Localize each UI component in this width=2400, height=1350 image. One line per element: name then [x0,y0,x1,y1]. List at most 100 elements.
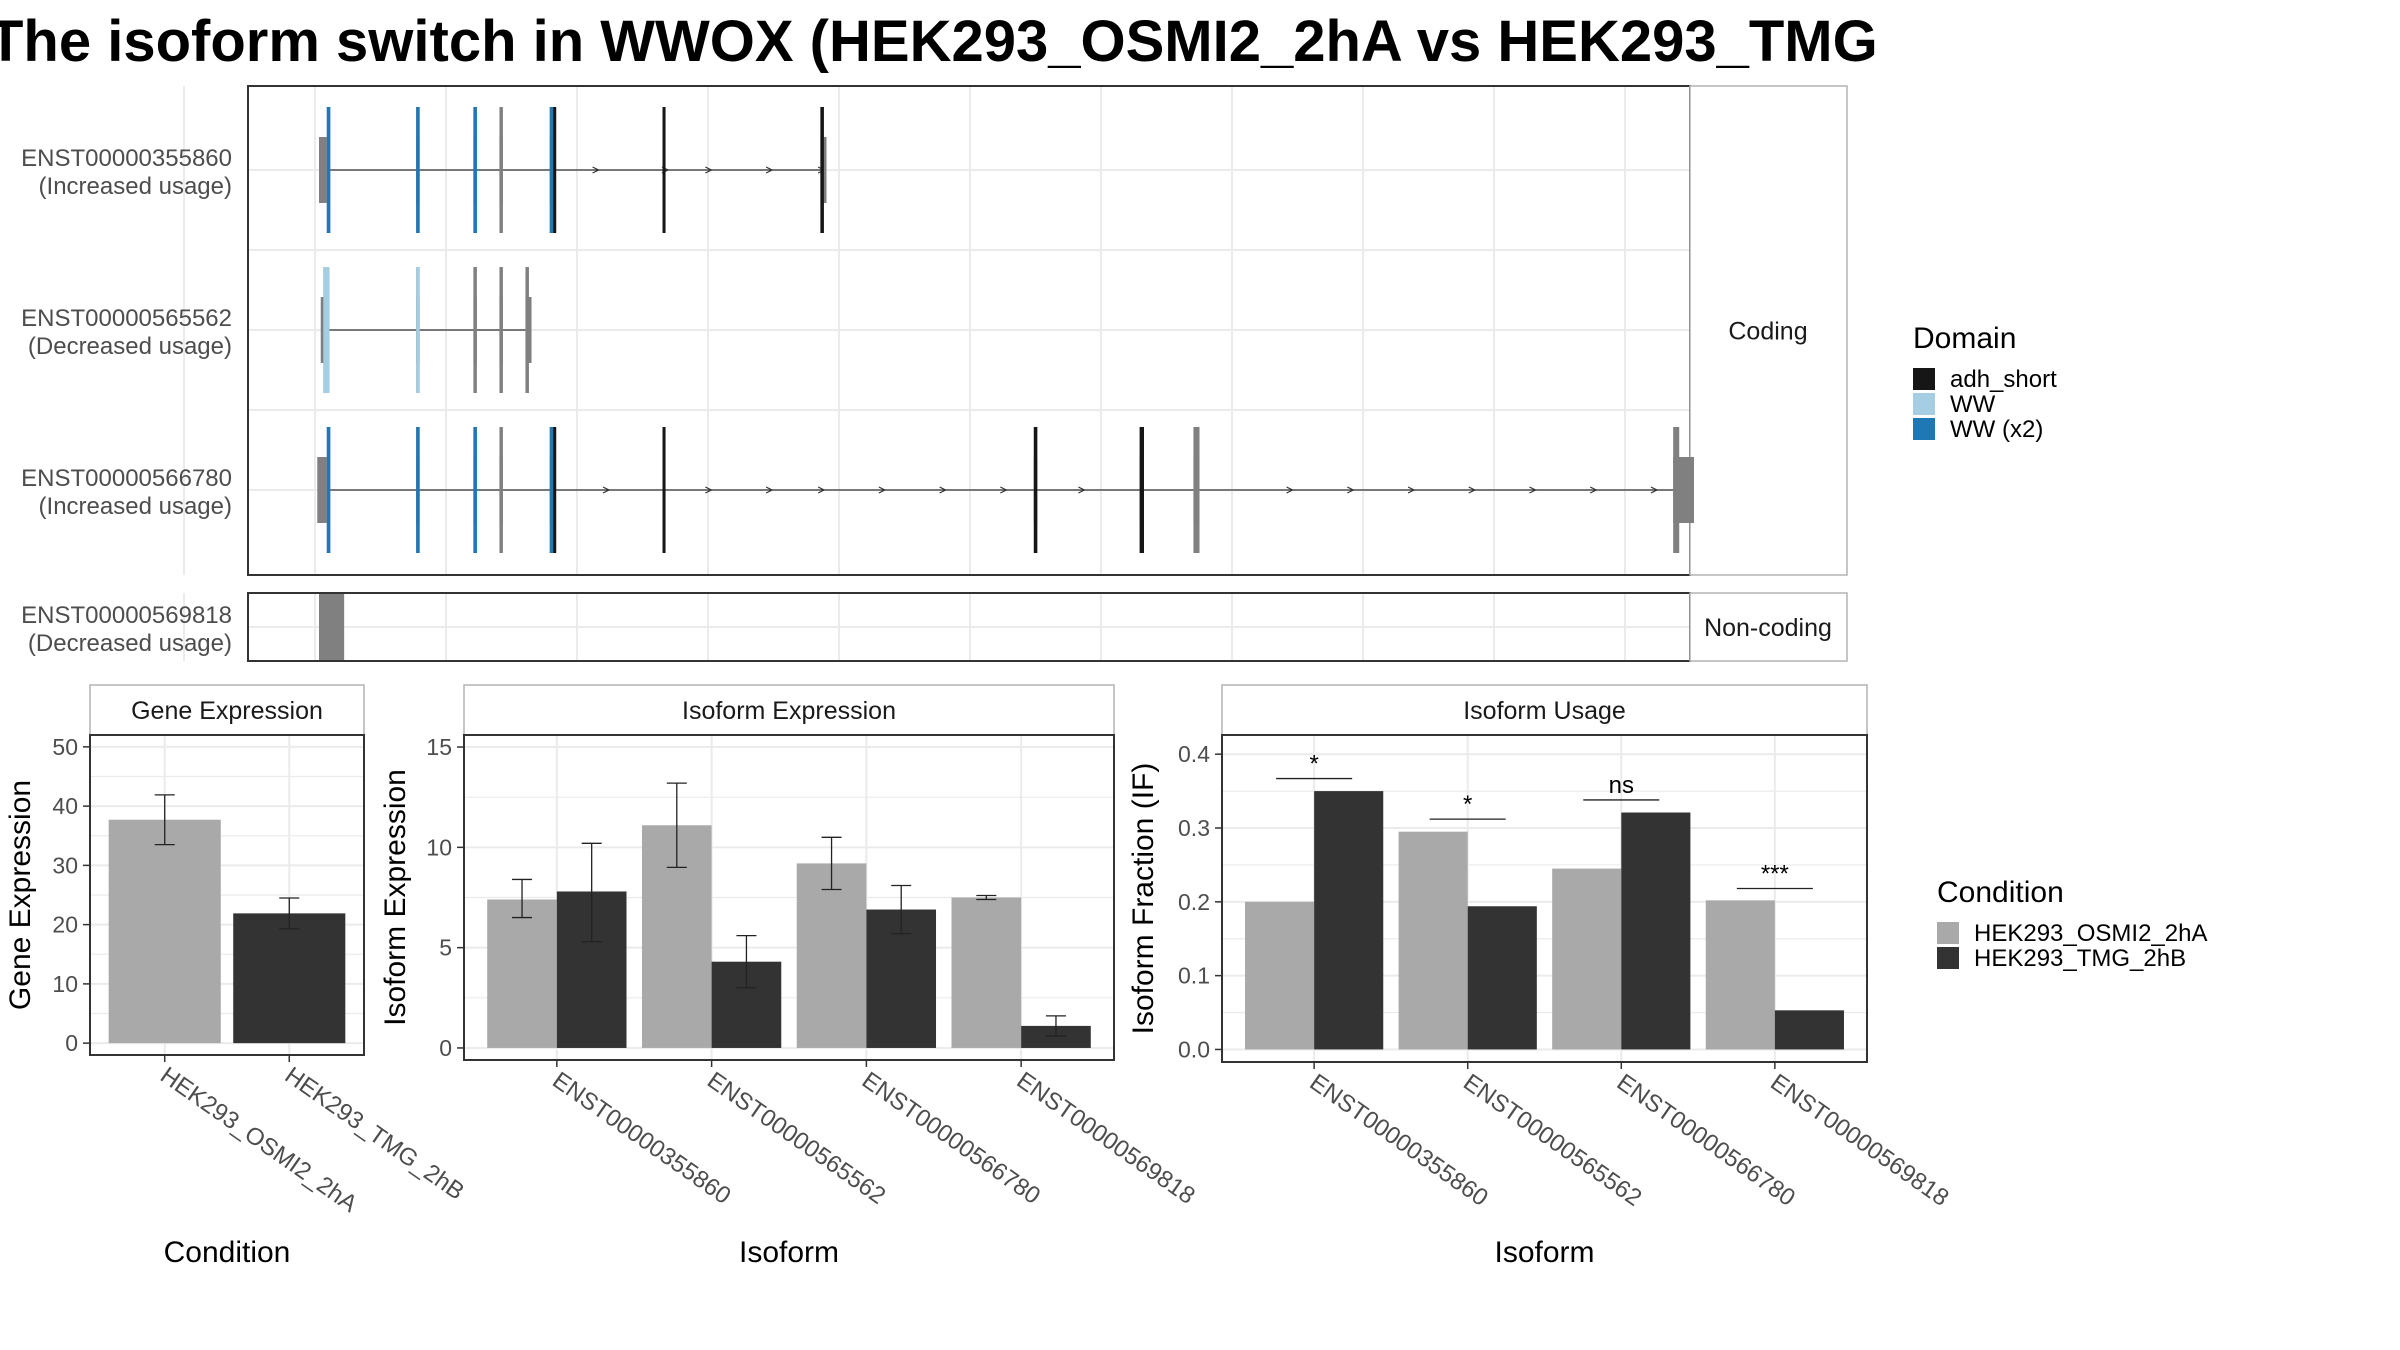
strand-arrow [1000,486,1008,494]
strand-arrow [1468,486,1477,494]
y-tick-label: 0.1 [1178,963,1210,989]
isoform-ENST00000569818: ENST00000569818(Decreased usage) [21,594,345,660]
panel-border [463,734,1115,1061]
domain-ww-x2 [549,107,554,233]
legend-key-ww-x2 [1913,418,1935,440]
domain-ww-x2 [326,107,331,233]
domain-adh-short [553,427,557,553]
exon-cds [499,267,503,393]
panel-strip-label: Coding [1728,318,1807,346]
panel-strip [1689,85,1848,576]
panel-strip [1221,684,1868,736]
legend-label: HEK293_OSMI2_2hA [1974,920,2207,947]
legend-key-condition [1937,922,1959,944]
domain-ww-x2 [416,107,420,233]
domain-ww-x2 [326,427,331,553]
domain-adh-short [662,427,666,553]
exon-cds [499,107,503,233]
domain-ww-x2 [416,427,420,553]
panel-strip-label: Isoform Usage [1463,697,1626,725]
bar [1774,1010,1844,1050]
bar [108,819,221,1044]
exon-cds [525,267,529,393]
panel-strip [1689,592,1848,662]
strand-arrow [1650,486,1659,494]
legend-label: adh_short [1950,366,2057,393]
bar [1705,900,1775,1050]
isoform-usage-label: (Decreased usage) [28,333,232,360]
y-tick-label: 40 [52,793,78,819]
strand-arrow [1407,486,1416,494]
exon-cds [473,267,477,393]
legend-key-ww [1913,393,1935,415]
domain-adh-short [662,107,666,233]
y-tick-label: 0.4 [1178,741,1210,767]
panel-strip-label: Non-coding [1704,614,1832,642]
isoform-usage-label: (Decreased usage) [28,630,232,657]
y-tick-label: 10 [426,834,452,860]
bar [951,897,1022,1048]
exon-utr [317,457,327,523]
strand-arrow [765,486,774,494]
domain-adh-short [820,107,824,233]
isoform-ENST00000566780: ENST00000566780(Increased usage) [21,427,1694,553]
domain-ww-x2 [549,427,554,553]
domain-ww-x2 [473,427,477,553]
strand-arrow [765,166,774,174]
strand-arrow [705,486,713,494]
strand-arrow [1078,486,1086,494]
domain-ww [323,267,330,393]
strand-arrow [878,486,887,494]
isoform-id-label: ENST00000565562 [21,305,232,332]
significance-label: ns [1609,772,1634,799]
strand-arrow [1589,486,1598,494]
bar [1552,868,1622,1050]
panel-border [1221,734,1868,1063]
strand-arrow [602,486,611,494]
y-tick-label: 30 [52,852,78,878]
isoform-ENST00000355860: ENST00000355860(Increased usage) [21,107,827,233]
exon-utr [319,137,327,203]
y-tick-label: 0 [65,1030,78,1056]
exon-cds [499,427,503,553]
exon-utr [319,594,345,660]
y-tick-label: 50 [52,734,78,760]
title-area: The isoform switch in WWOX (HEK293_OSMI2… [0,0,1875,80]
isoform-ENST00000565562: ENST00000565562(Decreased usage) [21,267,532,393]
bar [233,913,346,1044]
domain-adh-short [1033,427,1038,553]
strand-arrow [1286,486,1294,494]
bar [1021,1025,1091,1048]
isoform-id-label: ENST00000355860 [21,145,232,172]
condition-legend-title: Condition [1937,876,2064,909]
page-title: The isoform switch in WWOX (HEK293_OSMI2… [0,9,1875,74]
y-axis-title: Isoform Expression [379,769,412,1026]
strand-arrow [705,166,713,174]
isoform-id-label: ENST00000566780 [21,465,232,492]
strand-arrow [1529,486,1537,494]
panel-strip-label: Isoform Expression [682,697,896,725]
bar [1314,791,1384,1050]
y-axis-title: Isoform Fraction (IF) [1127,763,1160,1035]
legend-label: WW [1950,391,1996,418]
legend-key-condition [1937,947,1959,969]
y-tick-label: 0.0 [1178,1036,1210,1062]
strand-arrow [939,486,947,494]
strand-arrow [1347,486,1355,494]
y-tick-label: 0 [439,1035,452,1061]
panel-isoform-usage: Isoform Usage**ns***0.00.10.20.30.4ENST0… [1127,684,1954,1269]
panel-isoform-expression: Isoform Expression051015ENST00000355860E… [379,684,1200,1269]
exon-cds [1673,427,1680,553]
y-tick-label: 0.3 [1178,815,1210,841]
exon-cds [1193,427,1200,553]
bar [1621,812,1691,1050]
isoform-usage-label: (Increased usage) [39,493,232,520]
y-tick-label: 0.2 [1178,889,1210,915]
isoform-usage-label: (Increased usage) [39,173,232,200]
x-axis-title: Isoform [739,1236,839,1269]
bar [1467,906,1537,1050]
domain-adh-short [1139,427,1144,553]
bar [1245,901,1315,1050]
